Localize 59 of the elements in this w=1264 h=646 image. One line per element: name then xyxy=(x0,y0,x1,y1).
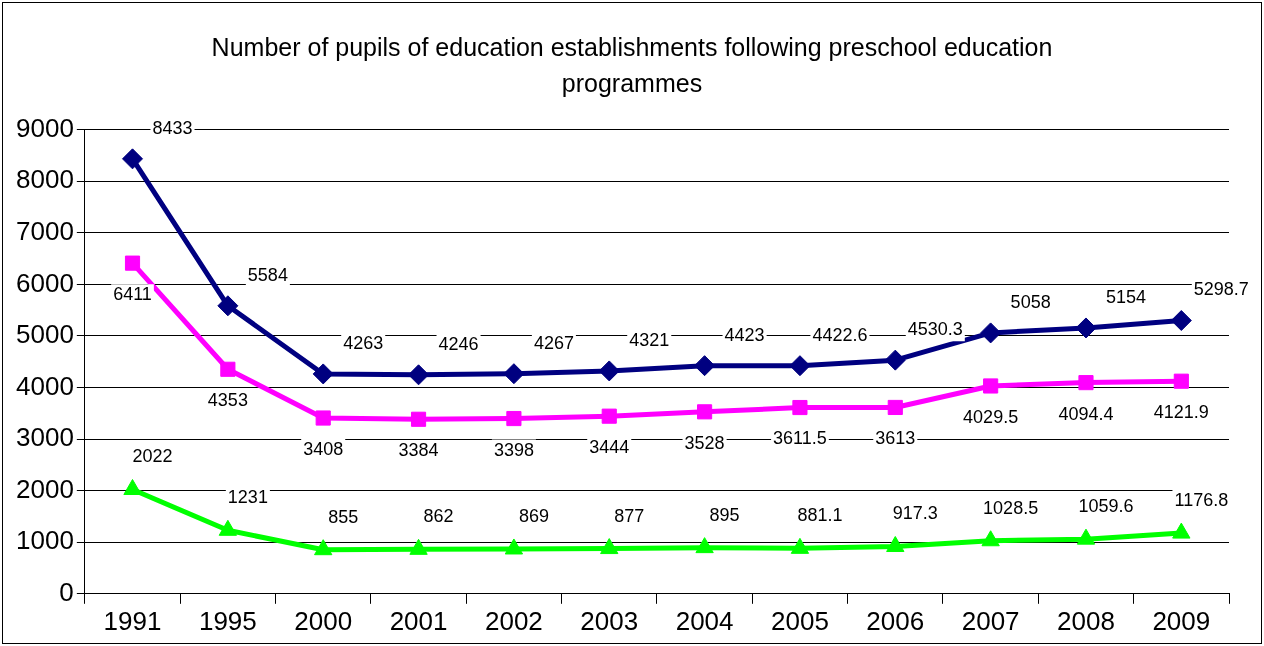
y-tick-label: 9000 xyxy=(16,112,74,143)
x-tick-label: 2006 xyxy=(866,605,925,636)
data-label: 1176.8 xyxy=(1174,490,1229,511)
data-label: 5298.7 xyxy=(1193,279,1249,300)
x-tick-label: 1991 xyxy=(103,605,162,636)
y-tick-label: 5000 xyxy=(16,319,74,350)
data-label: 3613 xyxy=(875,428,916,449)
y-tick-label: 0 xyxy=(59,576,74,607)
data-label: 8433 xyxy=(152,117,193,138)
x-tick-label: 2007 xyxy=(961,605,1020,636)
x-tick-label: 2002 xyxy=(484,605,543,636)
x-tick-label: 2008 xyxy=(1057,605,1115,636)
data-label: 1028.5 xyxy=(983,497,1039,518)
y-tick-label: 6000 xyxy=(16,267,74,298)
data-label: 6411 xyxy=(113,284,152,305)
x-tick-label: 2000 xyxy=(294,605,353,636)
data-label: 4530.3 xyxy=(907,319,963,340)
data-label: 1059.6 xyxy=(1078,496,1134,517)
data-label: 855 xyxy=(328,506,359,527)
data-label: 869 xyxy=(518,505,549,526)
data-label: 3444 xyxy=(589,437,630,458)
data-label: 4423 xyxy=(724,324,765,345)
data-label: 862 xyxy=(423,506,454,527)
x-tick-label: 2003 xyxy=(580,605,639,636)
x-tick-label: 2005 xyxy=(771,605,829,636)
data-label: 5584 xyxy=(247,264,288,285)
data-label: 895 xyxy=(709,504,740,525)
y-tick-label: 7000 xyxy=(16,215,74,246)
data-label: 4267 xyxy=(533,332,574,353)
data-label: 3611.5 xyxy=(773,428,827,449)
data-label: 3408 xyxy=(303,438,344,459)
data-label: 1231 xyxy=(227,487,268,508)
data-label: 3384 xyxy=(398,440,439,461)
x-tick-label: 2009 xyxy=(1152,605,1211,636)
x-tick-label: 2001 xyxy=(389,605,448,636)
data-label: 881.1 xyxy=(797,505,843,526)
data-label: 4263 xyxy=(343,332,384,353)
y-tick-label: 4000 xyxy=(16,370,74,401)
data-label: 4246 xyxy=(438,333,479,354)
data-label: 4353 xyxy=(207,390,248,411)
data-label: 5154 xyxy=(1105,286,1146,307)
chart-title: Number of pupils of education establishments following preschool education programmes xyxy=(210,32,1054,99)
y-tick-label: 1000 xyxy=(16,525,74,556)
y-tick-label: 3000 xyxy=(16,422,74,453)
x-tick-label: 2004 xyxy=(675,605,734,636)
data-label: 4029.5 xyxy=(963,406,1019,427)
data-label: 877 xyxy=(614,505,645,526)
data-label: 4321 xyxy=(629,329,670,350)
data-label: 4422.6 xyxy=(812,324,868,345)
data-label: 3528 xyxy=(684,432,725,453)
y-tick-label: 8000 xyxy=(16,164,74,195)
data-label: 4094.4 xyxy=(1058,403,1114,424)
data-label: 917.3 xyxy=(892,503,938,524)
y-tick-label: 2000 xyxy=(16,473,74,504)
data-label: 5058 xyxy=(1010,291,1051,312)
data-label: 2022 xyxy=(132,446,173,467)
data-label: 4121.9 xyxy=(1153,402,1209,423)
x-tick-label: 1995 xyxy=(198,605,257,636)
data-label: 3398 xyxy=(493,439,534,460)
